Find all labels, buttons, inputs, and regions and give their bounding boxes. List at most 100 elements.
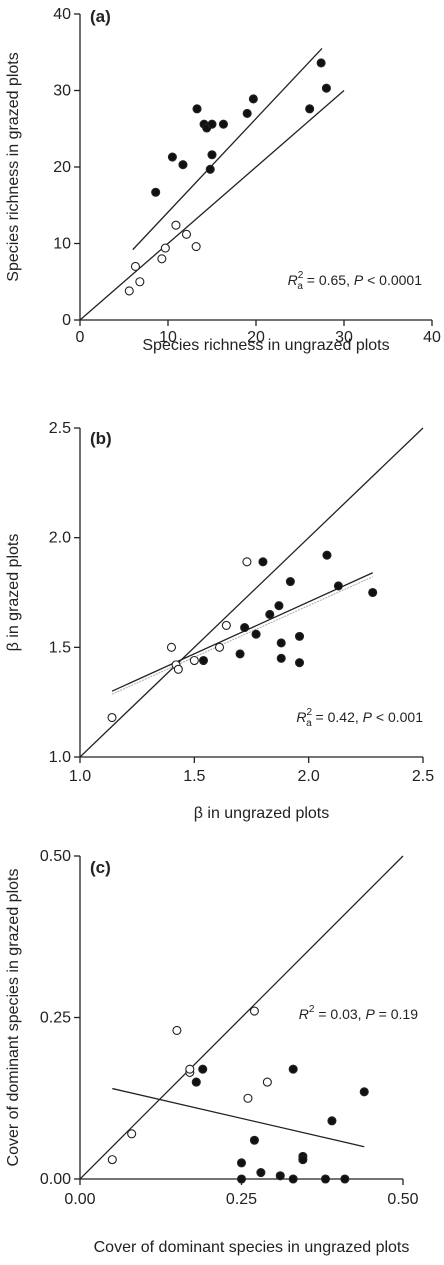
- filled-point: [321, 83, 331, 93]
- filled-point: [276, 638, 286, 648]
- open-point: [173, 664, 183, 674]
- one-to-one-line: [80, 855, 404, 1179]
- open-point: [262, 1077, 272, 1087]
- filled-point: [218, 119, 228, 129]
- filled-point: [151, 187, 161, 197]
- fit-annotation: R2 a = 0.42, P < 0.001: [296, 707, 423, 729]
- filled-point: [240, 623, 250, 633]
- panel-a: 0 10 20 30 40 0 10 20 30 40 (a) Species richness in…: [5, 6, 441, 354]
- y-tick-label: 30: [53, 83, 71, 100]
- fit-annotation: R2 a = 0.65, P < 0.0001: [288, 270, 423, 292]
- y-axis-label: Species richness in grazed plots: [5, 52, 22, 281]
- x-tick-label: 30: [335, 329, 353, 346]
- y-tick-label: 10: [53, 236, 71, 253]
- open-point: [127, 1129, 137, 1139]
- filled-point: [333, 581, 343, 591]
- open-point: [214, 642, 225, 652]
- filled-point: [294, 658, 305, 668]
- open-point: [181, 229, 192, 239]
- filled-point: [305, 104, 315, 114]
- filled-point: [248, 94, 258, 104]
- y-tick-label: 0.25: [40, 1010, 71, 1027]
- filled-point: [276, 653, 286, 663]
- x-tick-label: 0.25: [226, 1191, 257, 1208]
- open-point: [172, 1025, 182, 1035]
- filled-point: [242, 108, 252, 118]
- filled-point: [274, 601, 284, 611]
- x-tick-label: 0: [76, 329, 85, 346]
- panel-b: 1.0 1.5 2.0 2.5 1.0 1.5 2.0 2.5 (b) β in ungrazed…: [5, 420, 434, 822]
- x-tick-label: 20: [247, 329, 265, 346]
- y-tick-label: 1.5: [49, 639, 71, 656]
- regression-line-secondary: [111, 576, 373, 695]
- y-tick-label: 0: [62, 312, 71, 329]
- open-point: [189, 655, 199, 666]
- panel-label: (b): [90, 429, 112, 448]
- y-tick-label: 2.0: [49, 530, 71, 547]
- filled-point: [340, 1174, 350, 1184]
- regression-line: [111, 572, 373, 692]
- filled-point: [275, 1171, 285, 1181]
- filled-point: [285, 576, 295, 587]
- open-point: [242, 557, 252, 567]
- x-axis-label: Species richness in ungrazed plots: [142, 337, 389, 354]
- open-point: [124, 286, 134, 296]
- open-point: [243, 1093, 253, 1103]
- one-to-one-line: [80, 90, 345, 320]
- filled-point: [207, 119, 217, 129]
- filled-point: [249, 1135, 259, 1145]
- x-tick-label: 0.00: [64, 1191, 95, 1208]
- open-point: [107, 1155, 117, 1165]
- open-point: [191, 242, 201, 252]
- filled-point: [322, 550, 332, 560]
- regression-line: [132, 47, 323, 251]
- filled-point: [288, 1064, 298, 1074]
- open-point: [166, 642, 177, 652]
- x-tick-label: 2.0: [298, 768, 320, 785]
- y-axis-label: Cover of dominant species in grazed plot…: [5, 869, 22, 1167]
- filled-point: [167, 152, 177, 162]
- filled-point: [320, 1174, 331, 1184]
- panel-label: (c): [90, 858, 111, 877]
- filled-point: [198, 655, 209, 666]
- x-tick-label: 1.5: [183, 768, 205, 785]
- filled-point: [236, 1174, 247, 1184]
- filled-point: [258, 557, 268, 567]
- filled-point: [235, 649, 245, 659]
- filled-point: [191, 1077, 201, 1087]
- filled-point: [236, 1158, 247, 1168]
- filled-point: [256, 1167, 266, 1178]
- open-point: [157, 254, 167, 264]
- filled-point: [265, 609, 275, 619]
- open-point: [185, 1064, 195, 1074]
- x-tick-label: 0.50: [387, 1191, 418, 1208]
- y-tick-label: 0.50: [40, 848, 71, 865]
- open-point: [249, 1006, 259, 1016]
- x-tick-label: 1.0: [69, 768, 91, 785]
- y-axis-label: β in grazed plots: [5, 534, 22, 652]
- filled-point: [288, 1174, 298, 1184]
- filled-point: [207, 150, 217, 160]
- filled-point: [205, 164, 215, 174]
- x-tick-label: 10: [159, 329, 177, 346]
- panel-label: (a): [90, 7, 111, 26]
- fit-annotation: R2 = 0.03, P = 0.19: [299, 1004, 418, 1022]
- open-point: [160, 243, 170, 253]
- y-tick-label: 0.00: [40, 1171, 71, 1188]
- panel-c: 0.00 0.25 0.50 0.00 0.25 0.50 (c) Cover of domi…: [5, 848, 419, 1256]
- filled-point: [298, 1155, 308, 1165]
- open-point: [135, 277, 145, 287]
- y-tick-label: 2.5: [49, 420, 71, 437]
- filled-point: [192, 104, 202, 114]
- filled-point: [327, 1116, 337, 1126]
- y-tick-label: 40: [53, 6, 71, 23]
- one-to-one-line: [80, 427, 424, 757]
- filled-point: [316, 58, 326, 68]
- filled-point: [251, 629, 261, 639]
- filled-point: [178, 160, 188, 170]
- x-tick-label: 2.5: [412, 768, 434, 785]
- filled-point: [198, 1064, 208, 1074]
- open-point: [130, 261, 140, 272]
- y-tick-label: 20: [53, 159, 71, 176]
